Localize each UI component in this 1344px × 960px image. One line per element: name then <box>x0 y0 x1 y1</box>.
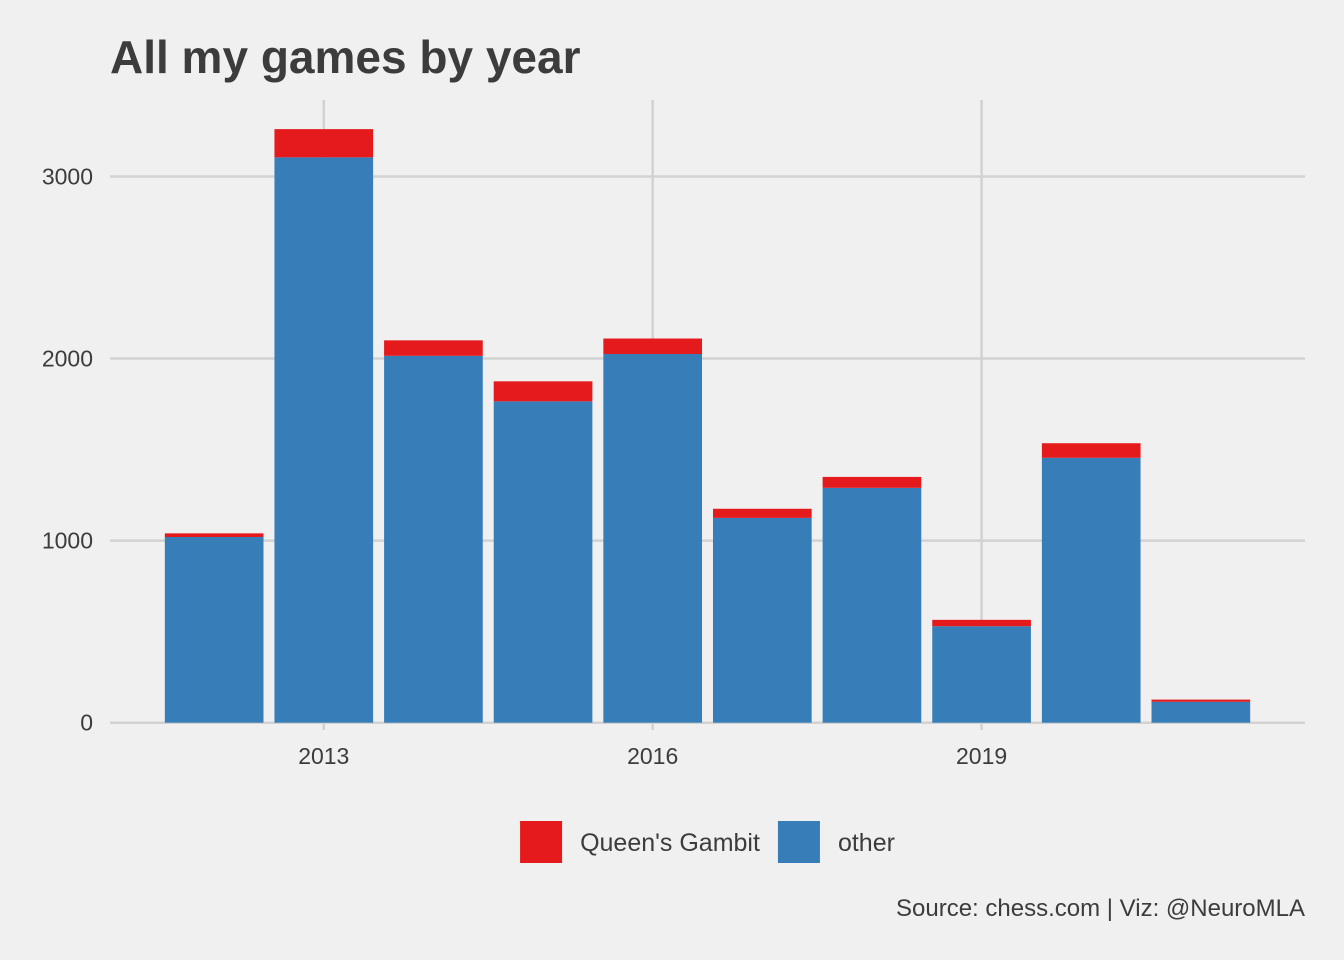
bar-other-2021 <box>1151 701 1251 723</box>
bar-other-2014 <box>384 355 483 723</box>
bar-other-2017 <box>712 517 812 723</box>
y-tick-label: 0 <box>80 710 93 736</box>
bar-other-2013 <box>274 157 374 723</box>
legend-key-other <box>777 821 820 863</box>
bars <box>164 129 1251 723</box>
x-tick-label: 2013 <box>298 743 349 769</box>
bar-other-2012 <box>164 536 264 723</box>
x-tick-label: 2019 <box>956 743 1007 769</box>
bar-queen-s-gambit-2014 <box>384 340 483 356</box>
bar-queen-s-gambit-2019 <box>932 619 1031 627</box>
chart-title: All my games by year <box>110 31 581 83</box>
y-tick-label: 1000 <box>42 528 93 554</box>
legend-key-queen-s-gambit <box>520 821 563 863</box>
bar-queen-s-gambit-2012 <box>164 533 264 537</box>
legend-label-queen-s-gambit: Queen's Gambit <box>580 829 760 857</box>
y-tick-label: 3000 <box>42 163 93 189</box>
y-tick-label: 2000 <box>42 346 93 372</box>
legend-label-other: other <box>838 829 895 857</box>
bar-queen-s-gambit-2021 <box>1151 699 1251 702</box>
bar-queen-s-gambit-2015 <box>493 381 593 402</box>
bar-queen-s-gambit-2013 <box>274 129 374 158</box>
bar-other-2015 <box>493 401 593 723</box>
bar-queen-s-gambit-2017 <box>712 508 812 518</box>
bar-other-2018 <box>822 487 922 723</box>
caption: Source: chess.com | Viz: @NeuroMLA <box>896 895 1305 922</box>
bar-other-2019 <box>932 626 1031 723</box>
bar-queen-s-gambit-2018 <box>822 476 922 488</box>
axis-labels: 0 1000 2000 3000 2013 2016 2019 <box>42 163 1007 769</box>
bar-other-2016 <box>603 354 703 723</box>
bar-queen-s-gambit-2016 <box>603 338 703 355</box>
legend: Queen's Gambit other <box>520 821 895 863</box>
x-tick-label: 2016 <box>627 743 678 769</box>
bar-queen-s-gambit-2020 <box>1041 443 1141 458</box>
bar-other-2020 <box>1041 457 1141 723</box>
